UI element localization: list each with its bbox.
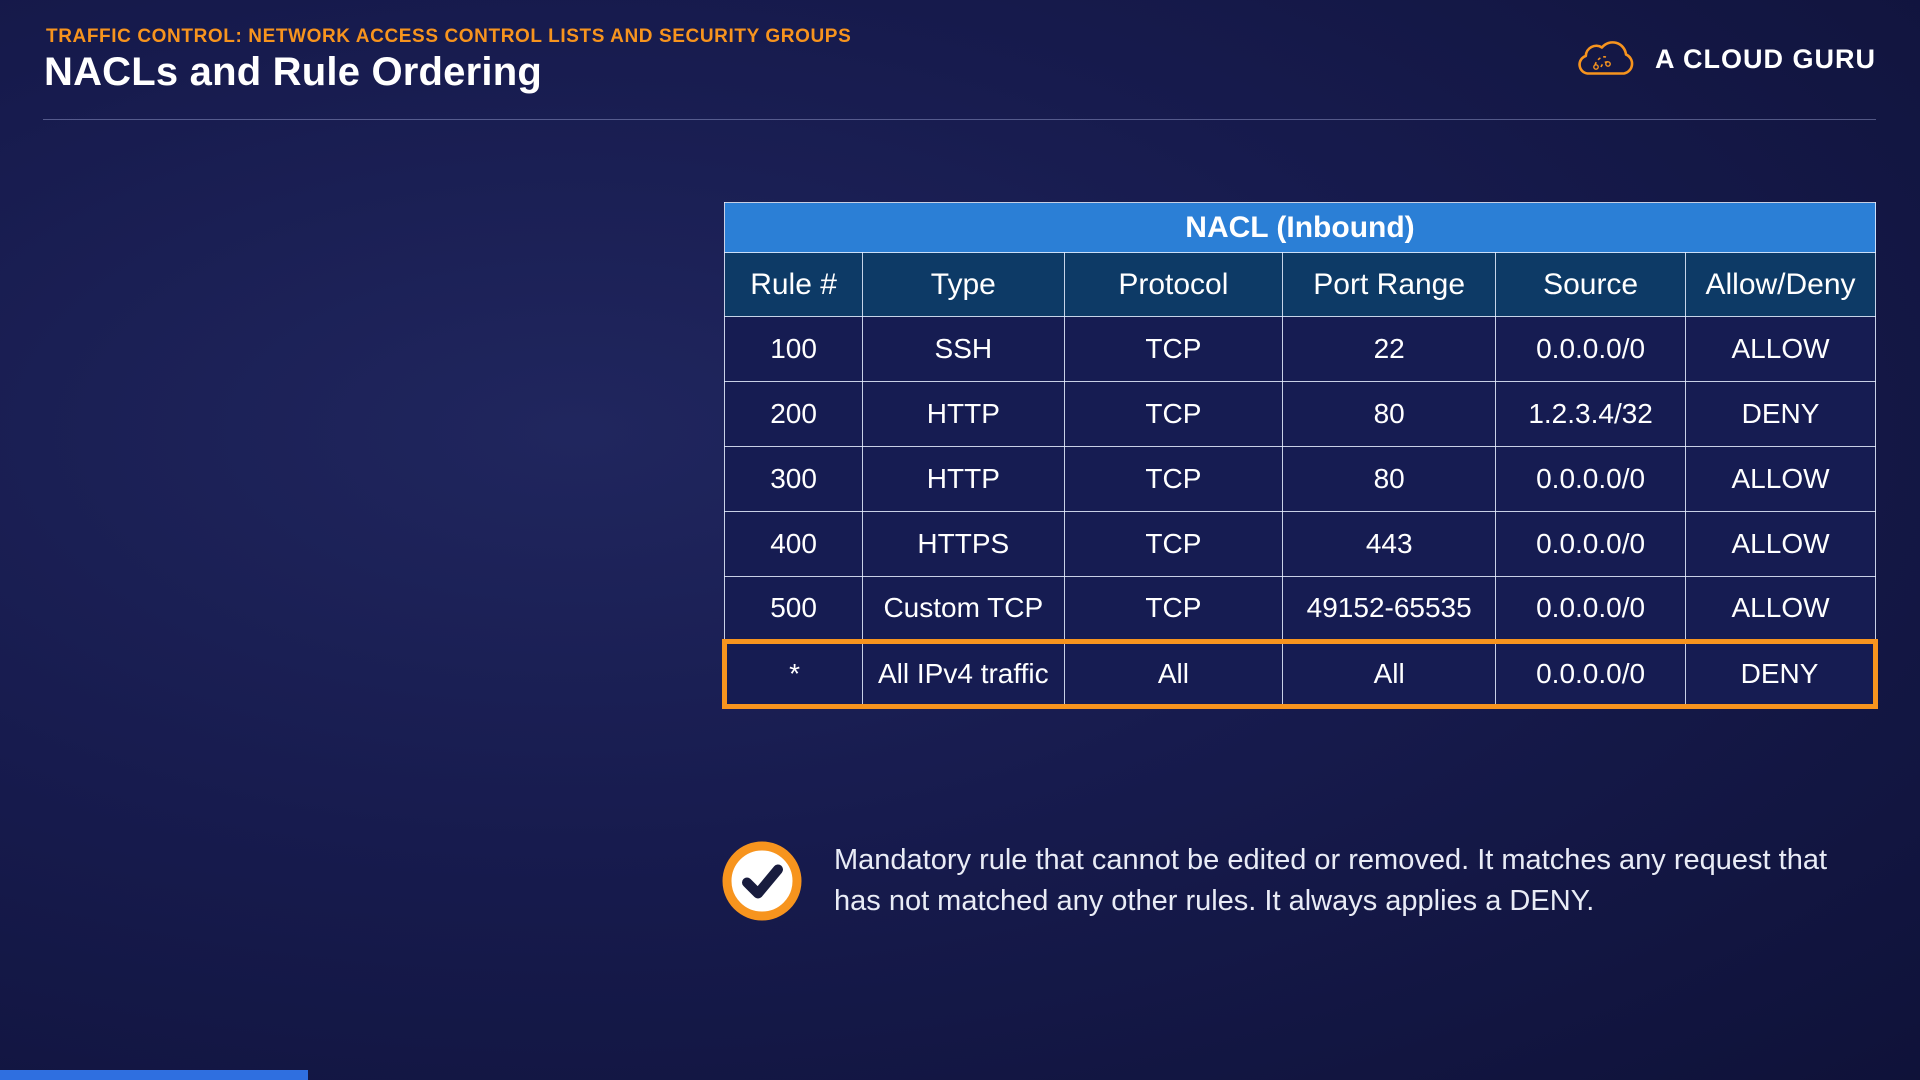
table-cell: HTTP (862, 446, 1065, 512)
table-cell: 443 (1282, 511, 1497, 577)
column-header: Rule # (723, 252, 864, 317)
table-body: 100 SSH TCP 22 0.0.0.0/0 ALLOW 200 HTTP TCP 80 1.2… (721, 316, 1878, 709)
column-header: Allow/Deny (1685, 252, 1876, 317)
table-row: 500 Custom TCP TCP 49152-65535 0.0.0.0/0 ALLO… (723, 576, 1876, 642)
progress-bar (0, 1070, 308, 1080)
table-cell: TCP (1063, 576, 1284, 642)
table-cell: TCP (1063, 511, 1284, 577)
nacl-table: NACL (Inbound) Rule # Type Protocol Port Ra… (721, 202, 1878, 709)
table-cell: TCP (1063, 381, 1284, 447)
table-row: * All IPv4 traffic All All 0.0.0.0/0 DENY (721, 639, 1878, 709)
table-cell: 49152-65535 (1282, 576, 1497, 642)
table-cell: All (1063, 639, 1284, 709)
table-header-row: Rule # Type Protocol Port Range Source Allow/… (723, 252, 1876, 317)
column-header: Port Range (1282, 252, 1497, 317)
table-cell: 100 (723, 316, 864, 382)
table-cell: 22 (1282, 316, 1497, 382)
brand-name: A CLOUD GURU (1655, 44, 1876, 74)
table-cell: All IPv4 traffic (862, 639, 1065, 709)
column-header: Source (1495, 252, 1687, 317)
mandatory-rule-note: Mandatory rule that cannot be edited or … (722, 840, 1844, 922)
table-cell: ALLOW (1685, 511, 1876, 577)
table-cell: * (721, 639, 864, 709)
column-header: Protocol (1063, 252, 1284, 317)
column-header: Type (862, 252, 1065, 317)
table-cell: SSH (862, 316, 1065, 382)
brand-logo: A CLOUD GURU (1575, 34, 1876, 85)
table-row: 400 HTTPS TCP 443 0.0.0.0/0 ALLOW (723, 511, 1876, 577)
table-cell: 1.2.3.4/32 (1495, 381, 1687, 447)
check-circle-icon (722, 841, 802, 921)
table-cell: 80 (1282, 446, 1497, 512)
table-cell: All (1282, 639, 1497, 709)
table-cell: 500 (723, 576, 864, 642)
table-cell: 80 (1282, 381, 1497, 447)
eyebrow: TRAFFIC CONTROL: NETWORK ACCESS CONTROL … (46, 26, 852, 47)
cloud-icon (1575, 34, 1639, 85)
table-cell: 0.0.0.0/0 (1495, 639, 1687, 709)
nacl-table-container: NACL (Inbound) Rule # Type Protocol Port Ra… (721, 202, 1878, 709)
table-cell: ALLOW (1685, 446, 1876, 512)
table-row: 300 HTTP TCP 80 0.0.0.0/0 ALLOW (723, 446, 1876, 512)
table-cell: ALLOW (1685, 316, 1876, 382)
note-text: Mandatory rule that cannot be edited or … (834, 844, 1828, 918)
table-cell: 0.0.0.0/0 (1495, 511, 1687, 577)
table-row: 200 HTTP TCP 80 1.2.3.4/32 DENY (723, 381, 1876, 447)
page-title: NACLs and Rule Ordering (44, 50, 542, 94)
table-cell: 0.0.0.0/0 (1495, 576, 1687, 642)
table-cell: DENY (1685, 381, 1876, 447)
table-cell: HTTPS (862, 511, 1065, 577)
table-cell: TCP (1063, 316, 1284, 382)
table-cell: ALLOW (1685, 576, 1876, 642)
table-cell: DENY (1685, 639, 1878, 709)
table-cell: 300 (723, 446, 864, 512)
table-cell: 200 (723, 381, 864, 447)
table-title: NACL (Inbound) (724, 202, 1876, 253)
table-cell: 0.0.0.0/0 (1495, 446, 1687, 512)
divider (43, 119, 1876, 120)
table-cell: TCP (1063, 446, 1284, 512)
table-cell: 0.0.0.0/0 (1495, 316, 1687, 382)
table-cell: HTTP (862, 381, 1065, 447)
table-row: 100 SSH TCP 22 0.0.0.0/0 ALLOW (723, 316, 1876, 382)
table-cell: 400 (723, 511, 864, 577)
table-cell: Custom TCP (862, 576, 1065, 642)
